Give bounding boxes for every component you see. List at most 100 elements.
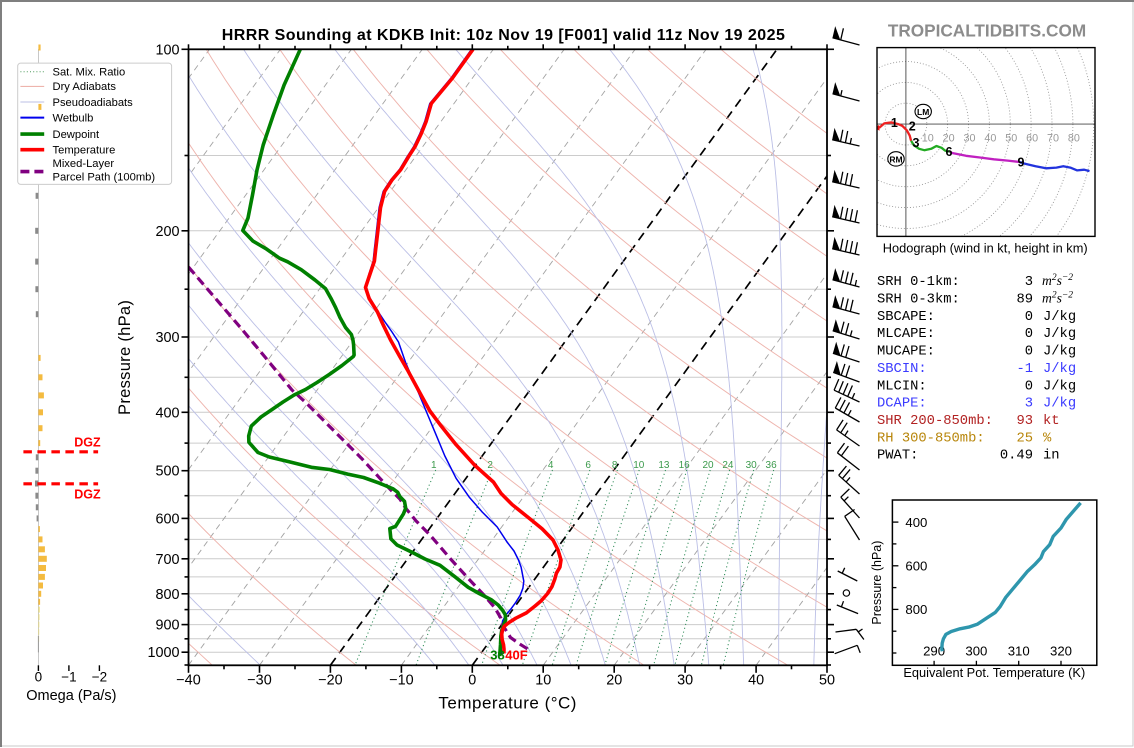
svg-text:93: 93 bbox=[1016, 414, 1033, 429]
svg-text:Sat. Mix. Ratio: Sat. Mix. Ratio bbox=[53, 67, 126, 79]
svg-text:−30: −30 bbox=[247, 673, 271, 689]
svg-text:20: 20 bbox=[606, 673, 622, 689]
svg-text:20: 20 bbox=[702, 460, 714, 471]
svg-text:40F: 40F bbox=[505, 648, 527, 663]
svg-text:kt: kt bbox=[1043, 413, 1060, 429]
svg-text:38: 38 bbox=[490, 648, 504, 663]
svg-text:600: 600 bbox=[155, 511, 179, 527]
svg-text:80: 80 bbox=[1068, 132, 1080, 144]
svg-text:RH 300-850mb:: RH 300-850mb: bbox=[877, 430, 985, 446]
svg-text:13: 13 bbox=[658, 460, 670, 471]
svg-text:Parcel Path (100mb): Parcel Path (100mb) bbox=[53, 172, 156, 184]
svg-text:10: 10 bbox=[633, 460, 645, 471]
svg-text:16: 16 bbox=[679, 460, 691, 471]
svg-text:50: 50 bbox=[819, 673, 835, 689]
svg-text:SRH 0-3km:: SRH 0-3km: bbox=[877, 292, 960, 308]
svg-text:HRRR Sounding at KDKB Init: 10: HRRR Sounding at KDKB Init: 10z Nov 19 [… bbox=[222, 27, 786, 44]
svg-text:3: 3 bbox=[913, 136, 920, 150]
svg-text:MUCAPE:: MUCAPE: bbox=[877, 345, 935, 360]
svg-text:J/kg: J/kg bbox=[1043, 378, 1076, 394]
svg-text:30: 30 bbox=[677, 673, 693, 689]
svg-text:Dewpoint: Dewpoint bbox=[53, 129, 101, 141]
svg-text:−40: −40 bbox=[176, 673, 200, 689]
svg-text:1: 1 bbox=[891, 116, 898, 130]
svg-text:Pressure (hPa): Pressure (hPa) bbox=[870, 541, 884, 625]
svg-text:in: in bbox=[1043, 448, 1060, 464]
svg-text:6: 6 bbox=[585, 460, 591, 471]
svg-text:J/kg: J/kg bbox=[1043, 326, 1076, 342]
svg-text:DGZ: DGZ bbox=[74, 488, 101, 502]
svg-text:J/kg: J/kg bbox=[1043, 361, 1076, 377]
svg-text:400: 400 bbox=[905, 515, 927, 530]
svg-text:25: 25 bbox=[1016, 431, 1033, 446]
svg-text:24: 24 bbox=[722, 460, 734, 471]
svg-text:320: 320 bbox=[1050, 644, 1072, 659]
svg-text:m2s−2: m2s−2 bbox=[1042, 291, 1073, 306]
svg-text:DCAPE:: DCAPE: bbox=[877, 397, 927, 412]
svg-text:500: 500 bbox=[155, 464, 179, 480]
svg-text:−20: −20 bbox=[318, 673, 342, 689]
svg-text:310: 310 bbox=[1008, 644, 1030, 659]
svg-text:SBCAPE:: SBCAPE: bbox=[877, 310, 935, 325]
svg-text:36: 36 bbox=[766, 460, 778, 471]
svg-text:J/kg: J/kg bbox=[1043, 396, 1076, 412]
svg-text:6: 6 bbox=[946, 145, 953, 159]
svg-text:40: 40 bbox=[748, 673, 764, 689]
svg-text:300: 300 bbox=[155, 330, 179, 346]
svg-text:0: 0 bbox=[1025, 345, 1033, 360]
svg-text:800: 800 bbox=[155, 587, 179, 603]
svg-text:2: 2 bbox=[487, 460, 493, 471]
svg-text:0: 0 bbox=[1025, 327, 1033, 342]
svg-text:MLCAPE:: MLCAPE: bbox=[877, 327, 935, 342]
svg-text:200: 200 bbox=[155, 224, 179, 240]
svg-text:Pressure (hPa): Pressure (hPa) bbox=[116, 300, 134, 415]
svg-text:800: 800 bbox=[905, 602, 927, 617]
svg-text:SBCIN:: SBCIN: bbox=[877, 362, 927, 377]
svg-text:−10: −10 bbox=[389, 673, 413, 689]
svg-text:40: 40 bbox=[984, 132, 996, 144]
svg-text:89: 89 bbox=[1016, 293, 1033, 308]
svg-text:100: 100 bbox=[155, 42, 179, 58]
svg-text:3: 3 bbox=[1025, 275, 1033, 290]
svg-text:Temperature: Temperature bbox=[53, 145, 116, 157]
svg-text:60: 60 bbox=[1026, 132, 1038, 144]
svg-text:290: 290 bbox=[923, 644, 945, 659]
svg-text:Omega (Pa/s): Omega (Pa/s) bbox=[26, 688, 116, 704]
svg-text:30: 30 bbox=[963, 132, 975, 144]
svg-text:3: 3 bbox=[1025, 397, 1033, 412]
svg-text:0: 0 bbox=[35, 670, 43, 685]
svg-text:30: 30 bbox=[746, 460, 758, 471]
svg-text:SRH 0-1km:: SRH 0-1km: bbox=[877, 274, 960, 290]
svg-text:1: 1 bbox=[431, 460, 437, 471]
svg-text:PWAT:: PWAT: bbox=[877, 449, 918, 464]
svg-text:8: 8 bbox=[612, 460, 618, 471]
svg-text:SHR 200-850mb:: SHR 200-850mb: bbox=[877, 413, 993, 429]
svg-text:Wetbulb: Wetbulb bbox=[53, 112, 94, 124]
svg-text:Temperature (°C): Temperature (°C) bbox=[438, 694, 577, 713]
svg-text:0.49: 0.49 bbox=[1000, 449, 1033, 464]
svg-text:DGZ: DGZ bbox=[74, 436, 101, 450]
svg-text:20: 20 bbox=[943, 132, 955, 144]
svg-text:50: 50 bbox=[1005, 132, 1017, 144]
svg-text:70: 70 bbox=[1047, 132, 1059, 144]
svg-text:10: 10 bbox=[535, 673, 551, 689]
svg-text:J/kg: J/kg bbox=[1043, 309, 1076, 325]
svg-text:700: 700 bbox=[155, 552, 179, 568]
svg-text:9: 9 bbox=[1018, 156, 1025, 170]
svg-text:LM: LM bbox=[917, 107, 929, 117]
svg-text:300: 300 bbox=[965, 644, 987, 659]
svg-text:MLCIN:: MLCIN: bbox=[877, 379, 927, 394]
svg-text:m2s−2: m2s−2 bbox=[1042, 273, 1073, 288]
svg-text:0: 0 bbox=[468, 673, 476, 689]
svg-text:0: 0 bbox=[1025, 379, 1033, 394]
svg-text:-1: -1 bbox=[1016, 362, 1033, 377]
svg-text:Pseudoadiabats: Pseudoadiabats bbox=[53, 97, 134, 109]
svg-text:600: 600 bbox=[905, 559, 927, 574]
svg-text:Mixed-Layer: Mixed-Layer bbox=[53, 158, 115, 170]
svg-text:Dry Adiabats: Dry Adiabats bbox=[53, 81, 117, 93]
svg-text:Equivalent Pot. Temperature (K: Equivalent Pot. Temperature (K) bbox=[903, 665, 1085, 680]
svg-text:−2: −2 bbox=[92, 670, 107, 685]
svg-text:%: % bbox=[1043, 431, 1052, 446]
svg-text:RM: RM bbox=[889, 154, 902, 164]
svg-text:TROPICALTIDBITS.COM: TROPICALTIDBITS.COM bbox=[888, 21, 1086, 41]
